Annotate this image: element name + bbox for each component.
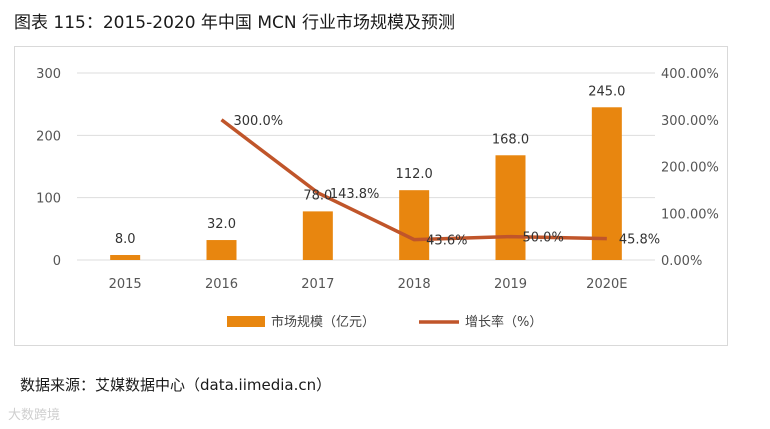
bar <box>206 240 237 260</box>
x-tick-label: 2015 <box>109 277 142 292</box>
growth-line <box>220 118 607 242</box>
line-data-label: 143.8% <box>330 187 380 202</box>
legend-bar-swatch <box>227 316 265 327</box>
y-left-tick-label: 0 <box>53 254 61 269</box>
x-tick-label: 2017 <box>301 277 334 292</box>
y-right-tick-label: 100.00% <box>661 207 719 222</box>
line-data-label: 50.0% <box>523 231 564 246</box>
x-tick-label: 2018 <box>398 277 431 292</box>
bar <box>110 255 141 260</box>
bar-data-label: 168.0 <box>492 132 529 147</box>
bar-data-label: 245.0 <box>588 84 625 99</box>
y-left-tick-label: 300 <box>36 67 61 82</box>
x-tick-label: 2019 <box>494 277 527 292</box>
line-data-label: 45.8% <box>619 233 660 248</box>
y-right-tick-label: 400.00% <box>661 67 719 82</box>
legend-line-label: 增长率（%） <box>465 314 542 330</box>
bar-data-label: 32.0 <box>207 217 236 232</box>
watermark: 大数跨境 <box>8 408 61 423</box>
y-right-tick-label: 0.00% <box>661 254 702 269</box>
bar <box>591 107 622 261</box>
figure-title: 图表 115：2015-2020 年中国 MCN 行业市场规模及预测 <box>14 13 455 33</box>
bar <box>399 190 430 260</box>
chart-container: 0 100 200 300 0.00% 100.00% 200.00% 300.00% 400.… <box>14 46 728 346</box>
x-tick-label: 2020E <box>586 277 627 292</box>
y-left-tick-label: 100 <box>36 192 61 207</box>
bar-data-label: 112.0 <box>396 167 433 182</box>
bar <box>495 155 526 260</box>
y-right-tick-label: 300.00% <box>661 114 719 129</box>
bar <box>302 211 333 260</box>
line-data-label: 300.0% <box>234 114 284 129</box>
legend-bar-label: 市场规模（亿元） <box>271 314 375 330</box>
bar-data-label: 8.0 <box>115 232 136 247</box>
combo-chart: 0 100 200 300 0.00% 100.00% 200.00% 300.00% 400.… <box>36 67 719 330</box>
bar-data-label: 78.0 <box>303 188 332 203</box>
x-tick-label: 2016 <box>205 277 238 292</box>
y-left-tick-label: 200 <box>36 129 61 144</box>
y-right-tick-label: 200.00% <box>661 161 719 176</box>
line-data-label: 43.6% <box>426 234 467 249</box>
source-note: 数据来源：艾媒数据中心（data.iimedia.cn） <box>20 376 332 394</box>
